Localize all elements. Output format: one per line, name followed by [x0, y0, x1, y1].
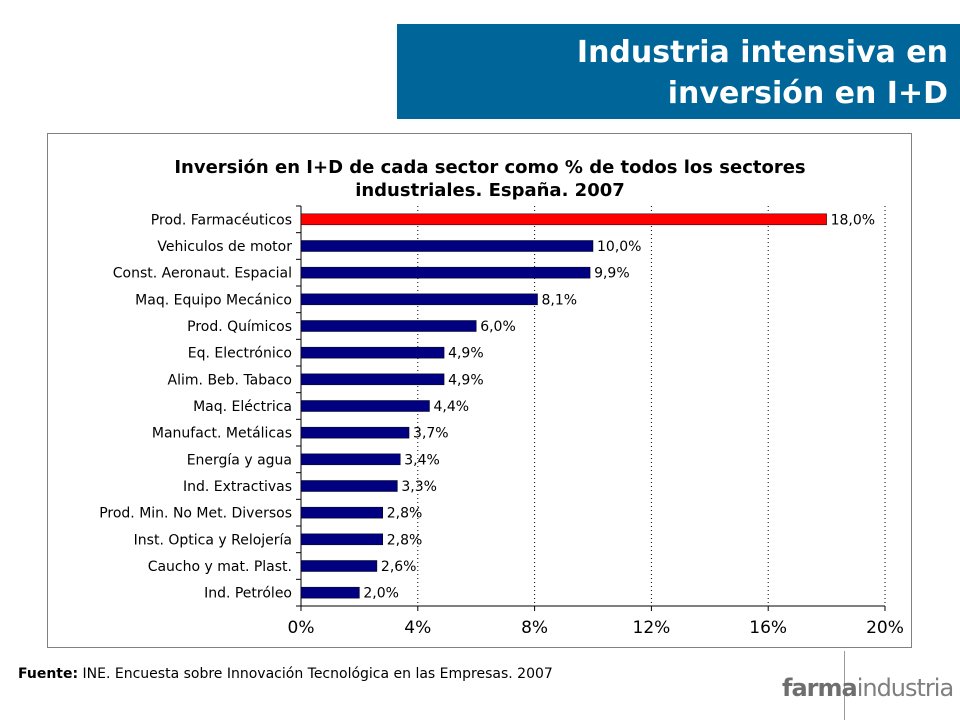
- bar: [300, 586, 360, 599]
- category-label: Prod. Min. No Met. Diversos: [99, 506, 292, 522]
- category-label: Alim. Beb. Tabaco: [168, 372, 292, 388]
- category-label: Eq. Electrónico: [188, 346, 292, 362]
- category-label: Maq. Equipo Mecánico: [135, 292, 292, 308]
- chart-title-line-2: industriales. España. 2007: [355, 180, 625, 201]
- bar: [300, 560, 378, 572]
- category-label: Vehiculos de motor: [157, 239, 292, 255]
- data-label: 4,4%: [433, 399, 469, 415]
- page-title-line-1: Industria intensiva en: [576, 35, 948, 70]
- logo-text-bold: farma: [782, 674, 858, 702]
- logo-divider: [844, 651, 845, 720]
- bar-chart: Inversión en I+D de cada sector como % d…: [99, 157, 904, 638]
- bar: [300, 453, 401, 466]
- data-label: 6,0%: [480, 319, 516, 335]
- page-title-line-2: inversión en I+D: [667, 76, 948, 111]
- data-label: 3,4%: [404, 452, 440, 468]
- source-note: Fuente: INE. Encuesta sobre Innovación T…: [18, 666, 553, 682]
- x-tick-label: 20%: [866, 618, 904, 638]
- bar: [300, 213, 827, 226]
- source-label: Fuente:: [18, 666, 79, 682]
- chart-title-line-1: Inversión en I+D de cada sector como % d…: [174, 157, 805, 178]
- x-tick-label: 0%: [288, 618, 315, 638]
- bar: [300, 240, 594, 252]
- data-label: 2,8%: [387, 532, 423, 548]
- data-label: 3,3%: [401, 479, 437, 495]
- data-label: 8,1%: [542, 292, 578, 308]
- chart-frame: Inversión en I+D de cada sector como % d…: [47, 133, 912, 648]
- x-tick-label: 16%: [749, 618, 787, 638]
- data-label: 10,0%: [597, 239, 641, 255]
- title-banner: Industria intensiva en inversión en I+D: [397, 24, 960, 119]
- farmaindustria-logo: farmaindustria: [782, 674, 954, 702]
- logo-text-light: industria: [856, 674, 954, 702]
- category-label: Manufact. Metálicas: [152, 426, 292, 442]
- category-label: Inst. Optica y Relojería: [134, 532, 292, 548]
- category-label: Const. Aeronaut. Espacial: [113, 266, 292, 282]
- bar: [300, 480, 398, 492]
- category-label: Ind. Extractivas: [183, 479, 292, 495]
- bar: [300, 426, 410, 439]
- bar: [300, 400, 430, 412]
- bar: [300, 266, 591, 279]
- data-label: 2,6%: [381, 559, 417, 575]
- data-label: 4,9%: [448, 346, 484, 362]
- x-tick-label: 8%: [521, 618, 548, 638]
- bar: [300, 320, 477, 332]
- category-label: Energía y agua: [187, 452, 292, 468]
- category-label: Ind. Petróleo: [204, 586, 292, 602]
- bar: [300, 373, 445, 386]
- data-label: 3,7%: [413, 426, 449, 442]
- x-tick-label: 12%: [633, 618, 671, 638]
- category-label: Maq. Eléctrica: [193, 399, 292, 415]
- bar: [300, 506, 384, 519]
- category-label: Caucho y mat. Plast.: [148, 559, 292, 575]
- data-label: 4,9%: [448, 372, 484, 388]
- data-label: 18,0%: [831, 212, 875, 228]
- page-title: Industria intensiva en inversión en I+D: [577, 32, 948, 114]
- category-label: Prod. Farmacéuticos: [151, 212, 292, 228]
- x-tick-label: 4%: [404, 618, 431, 638]
- bar: [300, 346, 445, 359]
- source-text: INE. Encuesta sobre Innovación Tecnológi…: [78, 666, 553, 682]
- category-label: Prod. Químicos: [187, 319, 292, 335]
- data-label: 9,9%: [594, 266, 630, 282]
- bar: [300, 533, 384, 546]
- data-label: 2,8%: [387, 506, 423, 522]
- bar: [300, 293, 538, 306]
- data-label: 2,0%: [363, 586, 399, 602]
